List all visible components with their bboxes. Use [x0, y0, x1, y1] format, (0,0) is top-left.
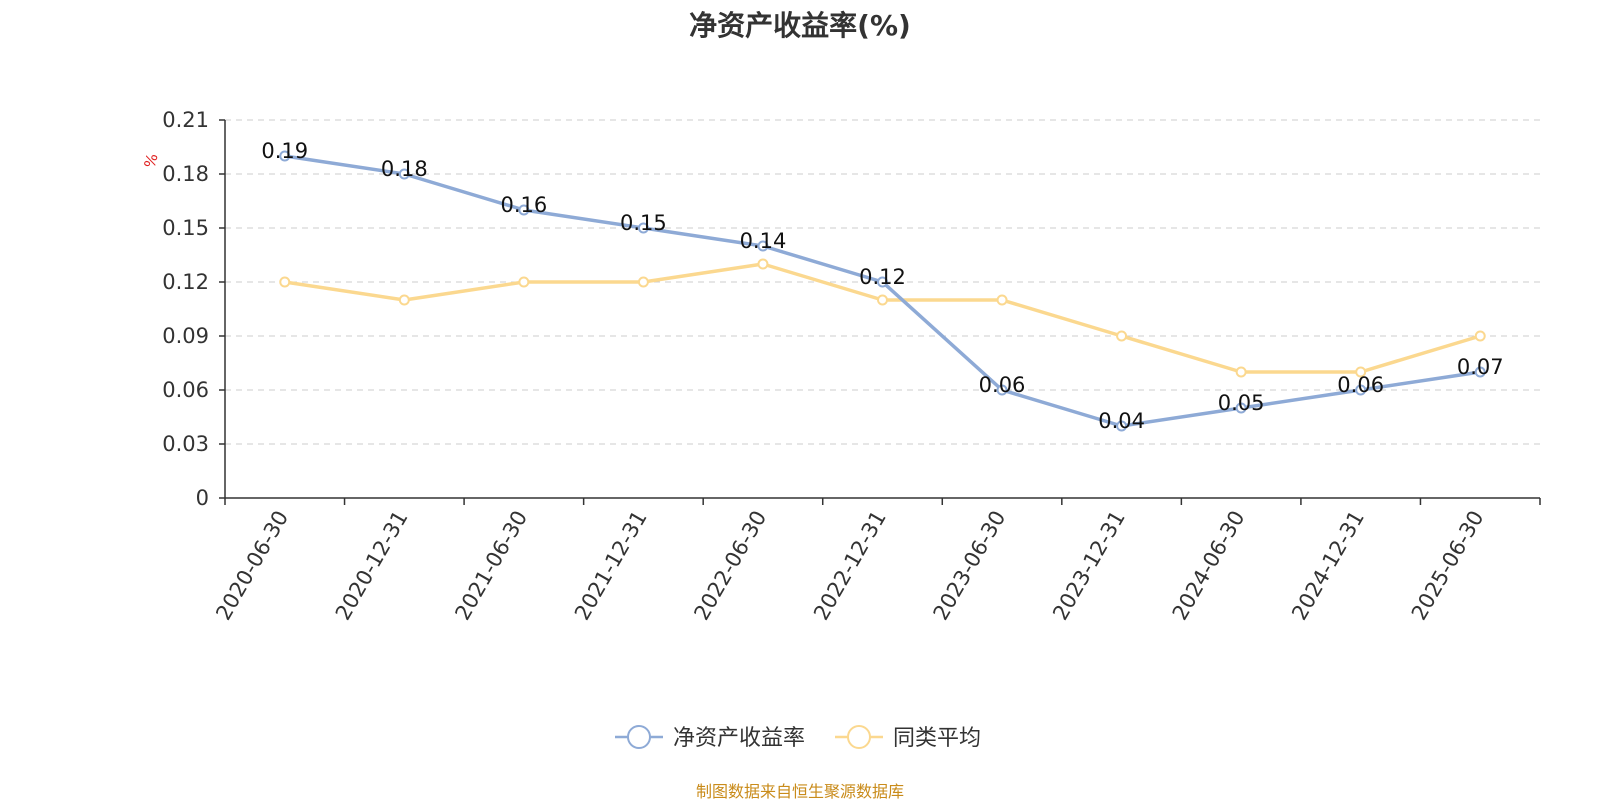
data-label: 0.12 — [859, 265, 906, 289]
x-tick-label: 2025-06-30 — [1407, 507, 1489, 625]
data-point[interactable] — [996, 384, 1008, 396]
x-tick-label: 2023-12-31 — [1048, 507, 1130, 625]
data-point[interactable] — [279, 150, 291, 162]
data-label: 0.16 — [500, 193, 547, 217]
data-point[interactable] — [996, 294, 1008, 306]
x-tick-label: 2022-12-31 — [809, 507, 891, 625]
data-label: 0.19 — [261, 139, 308, 163]
source-note: 制图数据来自恒生聚源数据库 — [695, 782, 904, 801]
data-point[interactable] — [279, 276, 291, 288]
data-point[interactable] — [1116, 330, 1128, 342]
data-label: 0.05 — [1218, 391, 1265, 415]
x-tick-label: 2022-06-30 — [689, 507, 771, 625]
data-point[interactable] — [1474, 330, 1486, 342]
x-tick-label: 2020-12-31 — [331, 507, 413, 625]
data-label: 0.06 — [979, 373, 1026, 397]
x-tick-label: 2021-12-31 — [570, 507, 652, 625]
chart-title: 净资产收益率(%) — [689, 9, 911, 42]
data-point[interactable] — [398, 294, 410, 306]
data-label: 0.15 — [620, 211, 667, 235]
x-tick-label: 2023-06-30 — [929, 507, 1011, 625]
x-tick-label: 2020-06-30 — [211, 507, 293, 625]
data-point[interactable] — [637, 276, 649, 288]
data-label: 0.04 — [1098, 409, 1145, 433]
legend-label[interactable]: 同类平均 — [893, 726, 981, 751]
y-tick-label: 0.21 — [162, 108, 209, 132]
data-point[interactable] — [877, 294, 888, 306]
y-tick-label: 0.12 — [162, 270, 209, 294]
data-point[interactable] — [1355, 366, 1367, 378]
data-label: 0.07 — [1457, 355, 1504, 379]
data-point[interactable] — [757, 258, 769, 270]
y-tick-label: 0 — [196, 486, 209, 510]
y-tick-label: 0.06 — [162, 378, 209, 402]
data-point[interactable] — [757, 240, 769, 252]
legend-swatch-marker — [847, 725, 871, 749]
data-label: 0.06 — [1337, 373, 1384, 397]
legend-label[interactable]: 净资产收益率 — [673, 726, 805, 751]
x-tick-label: 2024-12-31 — [1287, 507, 1369, 625]
y-tick-label: 0.18 — [162, 162, 209, 186]
data-point[interactable] — [1235, 366, 1247, 378]
data-label: 0.14 — [740, 229, 787, 253]
legend-swatch-marker — [627, 725, 651, 749]
data-point[interactable] — [877, 276, 888, 288]
data-point[interactable] — [1474, 366, 1486, 378]
data-point[interactable] — [398, 168, 410, 180]
data-label: 0.18 — [381, 157, 428, 181]
y-unit-label: % — [141, 151, 162, 169]
data-point[interactable] — [518, 276, 530, 288]
y-tick-label: 0.15 — [162, 216, 209, 240]
data-point[interactable] — [1116, 420, 1128, 432]
x-tick-label: 2021-06-30 — [450, 507, 532, 625]
data-point[interactable] — [1235, 402, 1247, 414]
x-tick-label: 2024-06-30 — [1168, 507, 1250, 625]
y-tick-label: 0.03 — [162, 432, 209, 456]
data-point[interactable] — [518, 204, 530, 216]
data-point[interactable] — [1355, 384, 1367, 396]
y-tick-label: 0.09 — [162, 324, 209, 348]
data-point[interactable] — [637, 222, 649, 234]
